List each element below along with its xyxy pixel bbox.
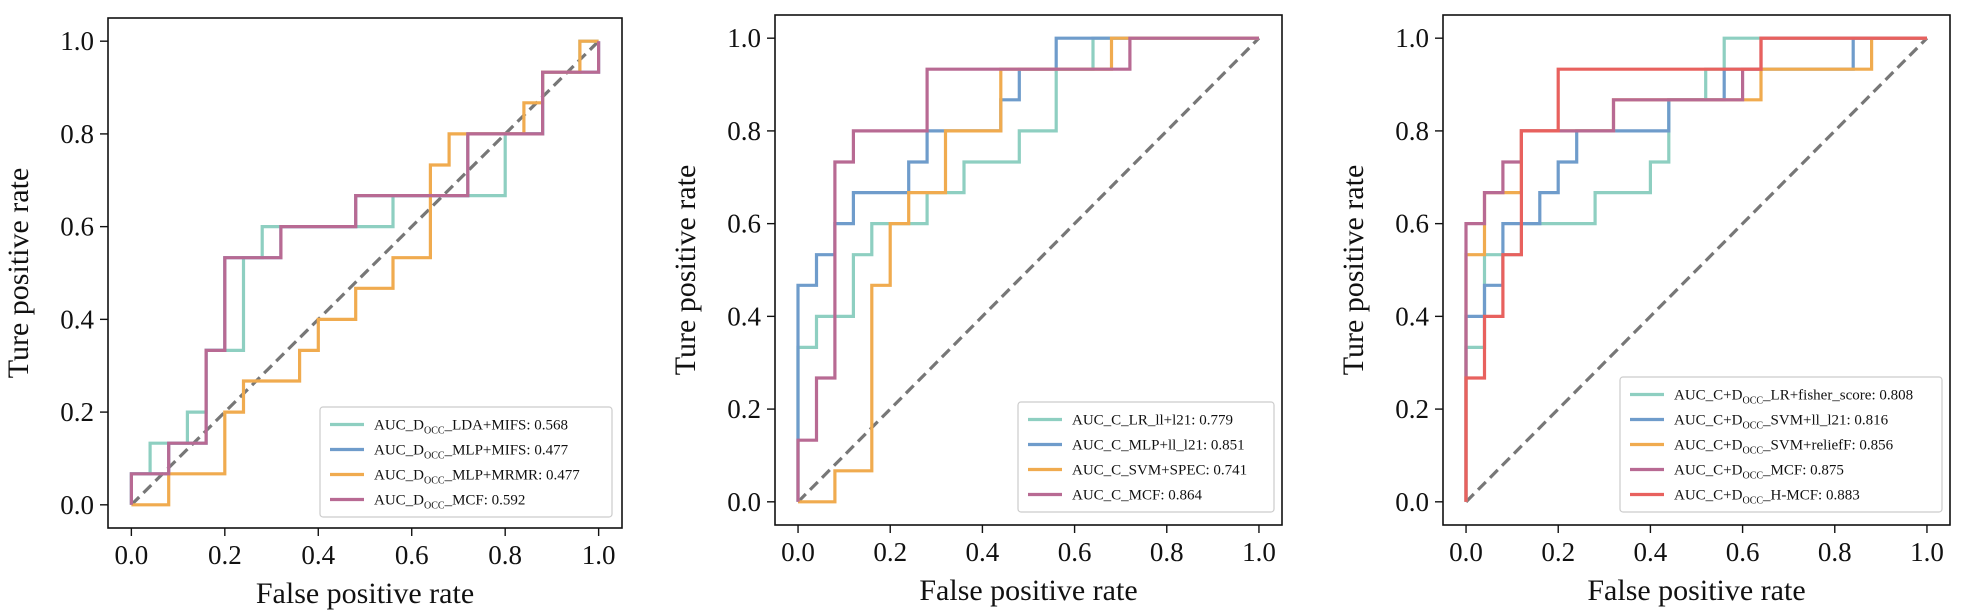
y-tick-label: 0.8 [60,119,94,149]
legend: AUC_DOCC_LDA+MIFS: 0.568 AUC_DOCC_MLP+MIF… [319,406,613,518]
plot-frame [774,14,1283,526]
chance-diagonal-line [796,37,1261,503]
x-tick-label: 0.4 [1634,537,1668,567]
y-tick-label: 0.0 [60,490,94,520]
x-axis-label: False positive rate [256,577,474,610]
chance-diagonal-line [130,40,600,506]
y-tick-label: 1.0 [60,26,94,56]
x-tick-label: 0.8 [488,540,522,570]
legend-label: AUC_C+DOCC_SVM+reliefF: 0.856 [1674,438,1894,457]
legend-label: AUC_DOCC_LDA+MIFS: 0.568 [374,418,568,437]
y-tick-label: 0.2 [1395,394,1429,424]
y-tick-label: 0.8 [727,116,761,146]
x-tick-label: 0.0 [1449,537,1483,567]
x-axis-label: False positive rate [1587,574,1805,607]
chart-panel-2: 0.0 0.0 0.2 0.2 0.4 0.4 0.6 0.6 0.8 0.8 1.0 1.0 Fals… [669,14,1283,607]
legend-label: AUC_C_MLP+ll_l21: 0.851 [1072,438,1245,454]
plot-frame [107,17,623,529]
y-axis-label: Ture positive rate [2,168,35,379]
y-tick-label: 1.0 [1395,23,1429,53]
x-tick-label: 1.0 [1242,537,1276,567]
y-tick-label: 0.2 [727,394,761,424]
chart-panel-3: 0.0 0.0 0.2 0.2 0.4 0.4 0.6 0.6 0.8 0.8 1.0 1.0 Fals… [1337,14,1951,607]
x-tick-label: 0.0 [114,540,148,570]
legend-label: AUC_C_LR_ll+l21: 0.779 [1072,413,1233,429]
y-tick-label: 0.2 [60,397,94,427]
x-tick-label: 0.4 [301,540,335,570]
legend: AUC_C_LR_ll+l21: 0.779 AUC_C_MLP+ll_l21: … [1017,401,1275,513]
x-tick-label: 1.0 [582,540,616,570]
x-tick-label: 0.6 [1058,537,1092,567]
y-tick-label: 1.0 [727,23,761,53]
legend-box [319,406,613,518]
x-tick-label: 0.0 [781,537,815,567]
y-tick-label: 0.6 [60,212,94,242]
legend-box [1017,401,1275,513]
chart-panel-1: 0.0 0.0 0.2 0.2 0.4 0.4 0.6 0.6 0.8 0.8 1.0 1.0 Fals… [2,17,623,610]
y-tick-label: 0.6 [1395,209,1429,239]
y-tick-label: 0.4 [1395,301,1429,331]
roc-curve-series-4 [796,36,1259,502]
legend-label: AUC_C+DOCC_MCF: 0.875 [1674,463,1844,482]
chance-diagonal-line [1464,37,1929,503]
plot-frame [1442,14,1951,526]
roc-curve-series-3 [131,39,599,507]
y-tick-label: 0.4 [727,301,761,331]
y-axis-label: Ture positive rate [1337,165,1370,376]
y-tick-label: 0.8 [1395,116,1429,146]
legend-label: AUC_C_SVM+SPEC: 0.741 [1072,463,1247,479]
x-tick-label: 1.0 [1910,537,1944,567]
x-tick-label: 0.6 [1726,537,1760,567]
x-tick-label: 0.2 [873,537,907,567]
legend-label: AUC_DOCC_MLP+MIFS: 0.477 [374,443,569,462]
legend-label: AUC_C+DOCC_LR+fisher_score: 0.808 [1674,388,1913,407]
y-axis-label: Ture positive rate [669,165,702,376]
legend-label: AUC_C+DOCC_SVM+ll_l21: 0.816 [1674,413,1889,432]
x-tick-label: 0.8 [1150,537,1184,567]
legend-label: AUC_DOCC_MLP+MRMR: 0.477 [374,468,580,487]
y-tick-label: 0.0 [1395,487,1429,517]
roc-curve-series-5 [1464,36,1927,502]
y-tick-label: 0.0 [727,487,761,517]
legend-label: AUC_C+DOCC_H-MCF: 0.883 [1674,488,1860,507]
x-tick-label: 0.2 [1541,537,1575,567]
y-tick-label: 0.4 [60,304,94,334]
legend-box [1619,376,1943,513]
x-tick-label: 0.8 [1818,537,1852,567]
x-tick-label: 0.6 [395,540,429,570]
roc-curve-series-4 [129,41,601,505]
legend-label: AUC_DOCC_MCF: 0.592 [374,493,525,512]
x-tick-label: 0.2 [208,540,242,570]
x-axis-label: False positive rate [919,574,1137,607]
legend: AUC_C+DOCC_LR+fisher_score: 0.808 AUC_C+D… [1619,376,1943,513]
y-tick-label: 0.6 [727,209,761,239]
legend-label: AUC_C_MCF: 0.864 [1072,488,1203,504]
x-tick-label: 0.4 [966,537,1000,567]
